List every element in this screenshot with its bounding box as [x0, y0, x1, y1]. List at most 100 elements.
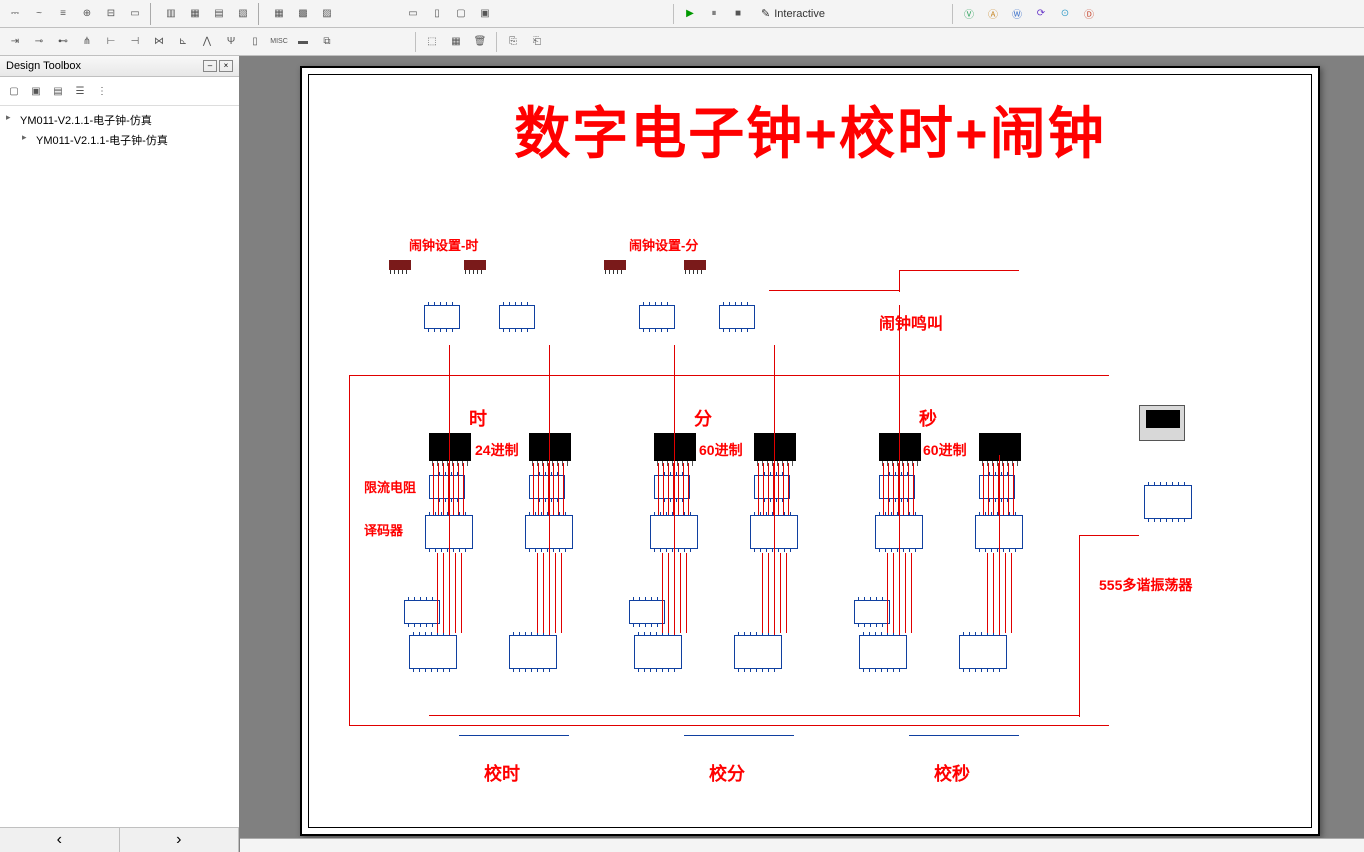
alarm-chip[interactable]: [719, 305, 755, 329]
tb-btn[interactable]: ▢: [450, 3, 472, 25]
bus-wire: [686, 553, 687, 633]
tb-btn[interactable]: ⋔: [76, 31, 98, 53]
resistor-network[interactable]: [529, 475, 565, 499]
seven-seg-display[interactable]: [654, 433, 696, 461]
tb-btn[interactable]: ⊣: [124, 31, 146, 53]
tb-btn[interactable]: MISC: [268, 31, 290, 53]
tb-btn[interactable]: ▨: [316, 3, 338, 25]
tb-btn[interactable]: ≡: [52, 3, 74, 25]
trash-icon[interactable]: 🗑: [469, 31, 491, 53]
switch-symbol[interactable]: [459, 735, 569, 736]
seven-seg-display[interactable]: [879, 433, 921, 461]
tb-btn[interactable]: ▩: [292, 3, 314, 25]
tb-btn[interactable]: ⊷: [52, 31, 74, 53]
panel-tab-prev[interactable]: ‹: [0, 828, 120, 852]
tb-btn[interactable]: ▯: [244, 31, 266, 53]
seven-seg-display[interactable]: [754, 433, 796, 461]
tb-btn[interactable]: ⧉: [316, 31, 338, 53]
design-tree[interactable]: YM011-V2.1.1-电子钟-仿真 YM011-V2.1.1-电子钟-仿真: [0, 106, 239, 827]
tb-btn[interactable]: ⊢: [100, 31, 122, 53]
tb-btn[interactable]: Ψ: [220, 31, 242, 53]
tb-btn[interactable]: ▯: [426, 3, 448, 25]
dip-switch[interactable]: [464, 260, 486, 270]
mode-indicator: ✎ Interactive: [751, 7, 835, 20]
counter-chip[interactable]: [409, 635, 457, 669]
tb-btn[interactable]: ⎘: [502, 31, 524, 53]
switch-symbol[interactable]: [909, 735, 1019, 736]
tb-btn[interactable]: ☰: [70, 81, 90, 101]
timer-555-chip[interactable]: [1144, 485, 1192, 519]
probe-v-icon[interactable]: Ⓥ: [958, 3, 980, 25]
tb-btn[interactable]: ▣: [26, 81, 46, 101]
panel-tab-next[interactable]: ›: [120, 828, 240, 852]
resistor-network[interactable]: [979, 475, 1015, 499]
stop-button[interactable]: ■: [727, 3, 749, 25]
tb-btn[interactable]: ⋈: [148, 31, 170, 53]
seven-seg-display[interactable]: [429, 433, 471, 461]
alarm-chip[interactable]: [639, 305, 675, 329]
run-button[interactable]: ▶: [679, 3, 701, 25]
schematic-canvas[interactable]: 数字电子钟+校时+闹钟 闹钟设置-时闹钟设置-分闹钟鸣叫时分秒24进制60进制6…: [240, 56, 1364, 852]
tree-item[interactable]: YM011-V2.1.1-电子钟-仿真: [2, 130, 237, 150]
logic-gate[interactable]: [629, 600, 665, 624]
tb-btn[interactable]: ▥: [160, 3, 182, 25]
tb-btn[interactable]: ⎗: [526, 31, 548, 53]
probe-a-icon[interactable]: Ⓐ: [982, 3, 1004, 25]
counter-chip[interactable]: [509, 635, 557, 669]
tb-btn[interactable]: ▭: [402, 3, 424, 25]
tb-btn[interactable]: ▦: [268, 3, 290, 25]
toolbar-row-1: ⎓ ~ ≡ ⊕ ⊟ ▭ ▥ ▦ ▤ ▧ ▦ ▩ ▨ ▭ ▯ ▢ ▣ ▶ ⏸ ■ …: [0, 0, 1364, 28]
logic-gate[interactable]: [854, 600, 890, 624]
tb-btn[interactable]: ▤: [48, 81, 68, 101]
panel-close-icon[interactable]: ×: [219, 60, 233, 72]
seven-seg-display[interactable]: [529, 433, 571, 461]
dip-switch[interactable]: [684, 260, 706, 270]
tb-btn[interactable]: ⊟: [100, 3, 122, 25]
tb-btn[interactable]: ▬: [292, 31, 314, 53]
bus-wire: [461, 553, 462, 633]
probe-w-icon[interactable]: Ⓦ: [1006, 3, 1028, 25]
tb-btn[interactable]: ▧: [232, 3, 254, 25]
resistor-network[interactable]: [879, 475, 915, 499]
switch-symbol[interactable]: [684, 735, 794, 736]
tb-btn[interactable]: ▢: [4, 81, 24, 101]
resistor-network[interactable]: [654, 475, 690, 499]
tb-btn[interactable]: ⇥: [4, 31, 26, 53]
tb-btn[interactable]: ⎓: [4, 3, 26, 25]
tb-btn[interactable]: ⊾: [172, 31, 194, 53]
dip-switch[interactable]: [389, 260, 411, 270]
resistor-network[interactable]: [754, 475, 790, 499]
alarm-chip[interactable]: [424, 305, 460, 329]
resistor-network[interactable]: [429, 475, 465, 499]
tb-btn[interactable]: ⊕: [76, 3, 98, 25]
probe-d-icon[interactable]: Ⓓ: [1078, 3, 1100, 25]
counter-chip[interactable]: [634, 635, 682, 669]
tb-btn[interactable]: ▭: [124, 3, 146, 25]
probe-icon[interactable]: ⟳: [1030, 3, 1052, 25]
tb-btn[interactable]: ⊸: [28, 31, 50, 53]
toolbar-row-2: ⇥ ⊸ ⊷ ⋔ ⊢ ⊣ ⋈ ⊾ ⋀ Ψ ▯ MISC ▬ ⧉ ⬚ ▦ 🗑 ⎘ ⎗: [0, 28, 1364, 56]
counter-chip[interactable]: [859, 635, 907, 669]
oscilloscope[interactable]: [1139, 405, 1185, 441]
tb-btn[interactable]: ⋮: [92, 81, 112, 101]
tb-btn[interactable]: ⋀: [196, 31, 218, 53]
alarm-chip[interactable]: [499, 305, 535, 329]
bus-wire: [774, 553, 775, 633]
tb-btn[interactable]: ▦: [184, 3, 206, 25]
logic-gate[interactable]: [404, 600, 440, 624]
seven-seg-display[interactable]: [979, 433, 1021, 461]
tb-btn[interactable]: ▦: [445, 31, 467, 53]
tb-btn[interactable]: ▤: [208, 3, 230, 25]
bus-wire: [908, 463, 909, 515]
tb-btn[interactable]: ~: [28, 3, 50, 25]
dip-switch[interactable]: [604, 260, 626, 270]
counter-chip[interactable]: [734, 635, 782, 669]
tb-btn[interactable]: ▣: [474, 3, 496, 25]
schematic-sheet[interactable]: 数字电子钟+校时+闹钟 闹钟设置-时闹钟设置-分闹钟鸣叫时分秒24进制60进制6…: [300, 66, 1320, 836]
tree-item[interactable]: YM011-V2.1.1-电子钟-仿真: [2, 110, 237, 130]
probe-icon[interactable]: ⊙: [1054, 3, 1076, 25]
pause-button[interactable]: ⏸: [703, 3, 725, 25]
panel-pin-icon[interactable]: –: [203, 60, 217, 72]
tb-btn[interactable]: ⬚: [421, 31, 443, 53]
counter-chip[interactable]: [959, 635, 1007, 669]
